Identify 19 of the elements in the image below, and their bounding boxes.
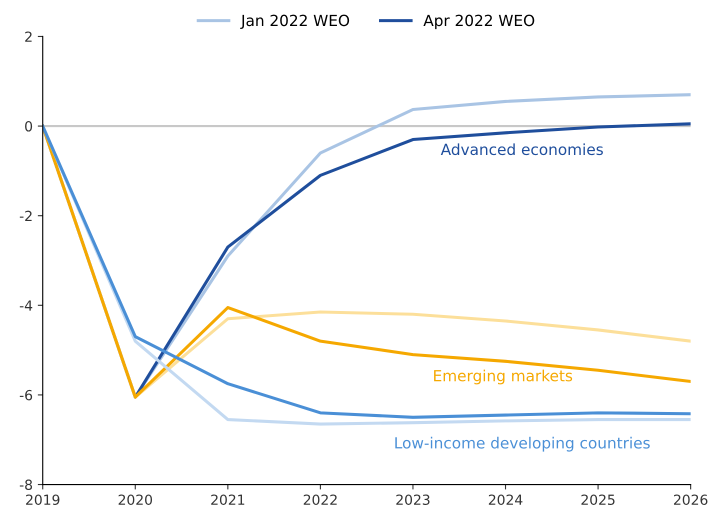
x-tick-label: 2022 xyxy=(304,494,337,506)
annotation: Emerging markets xyxy=(434,370,572,384)
y-tick-label: -8 xyxy=(20,480,32,490)
x-tick-label: 2026 xyxy=(674,494,708,506)
x-tick-label: 2024 xyxy=(488,494,522,506)
y-tick-label: -6 xyxy=(20,390,32,400)
y-tick-label: -2 xyxy=(20,210,32,221)
y-tick-label: -4 xyxy=(20,300,32,311)
x-tick-label: 2023 xyxy=(396,494,430,506)
y-tick-label: 2 xyxy=(25,31,32,42)
legend-label: Apr 2022 WEO xyxy=(423,14,534,30)
legend-label: Jan 2022 WEO xyxy=(240,14,350,30)
x-tick-label: 2025 xyxy=(581,494,615,506)
annotation: Advanced economies xyxy=(440,143,603,156)
y-tick-label: 0 xyxy=(25,121,32,132)
x-tick-label: 2020 xyxy=(118,494,152,506)
annotation: Low-income developing countries xyxy=(395,436,650,452)
x-tick-label: 2021 xyxy=(211,494,244,506)
x-tick-label: 2019 xyxy=(26,494,60,506)
